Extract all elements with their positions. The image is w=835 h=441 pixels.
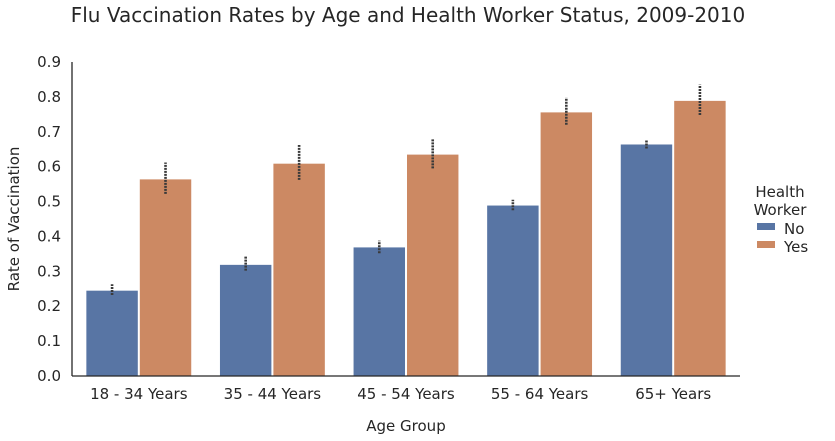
legend-title-line: Health [755, 183, 804, 201]
x-axis-title: Age Group [366, 417, 445, 435]
bar-yes-3 [539, 111, 594, 377]
y-tick-label: 0.1 [37, 332, 61, 350]
y-tick-label: 0.6 [37, 158, 61, 176]
bar-no-1 [218, 263, 273, 377]
y-tick-label: 0.9 [37, 53, 61, 71]
legend-title-line: Worker [754, 201, 808, 219]
y-tick-label: 0.4 [37, 227, 61, 245]
x-tick-label: 65+ Years [635, 385, 711, 403]
bar-yes-1 [272, 162, 326, 377]
bar-yes-2 [406, 153, 460, 377]
legend-label-yes: Yes [783, 238, 808, 256]
y-axis-ticks: 0.0 0.1 0.2 0.3 0.4 0.5 0.6 0.7 0.8 0.9 [37, 53, 61, 385]
bar-yes-0 [138, 178, 193, 377]
y-tick-label: 0.3 [37, 262, 61, 280]
legend-swatch-no [757, 223, 775, 230]
x-tick-label: 18 - 34 Years [90, 385, 188, 403]
legend-label-no: No [784, 220, 804, 238]
y-tick-label: 0.5 [37, 193, 61, 211]
error-bars-layer [110, 84, 702, 296]
bar-yes-4 [673, 99, 727, 377]
legend-swatch-yes [757, 241, 775, 248]
y-tick-label: 0.2 [37, 297, 61, 315]
y-axis-title: Rate of Vaccination [5, 147, 23, 292]
y-tick-label: 0.8 [37, 88, 61, 106]
bar-no-4 [619, 143, 674, 377]
x-axis-ticks: 18 - 34 Years 35 - 44 Years 45 - 54 Years 5… [90, 385, 711, 403]
bar-no-0 [85, 289, 139, 377]
x-tick-label: 35 - 44 Years [224, 385, 322, 403]
bars-layer [85, 99, 727, 377]
x-tick-label: 55 - 64 Years [491, 385, 589, 403]
y-tick-label: 0.0 [37, 367, 61, 385]
bar-no-2 [352, 246, 406, 377]
y-tick-label: 0.7 [37, 123, 61, 141]
x-tick-label: 45 - 54 Years [357, 385, 455, 403]
bar-no-3 [486, 204, 540, 377]
chart-title: Flu Vaccination Rates by Age and Health … [71, 3, 745, 27]
